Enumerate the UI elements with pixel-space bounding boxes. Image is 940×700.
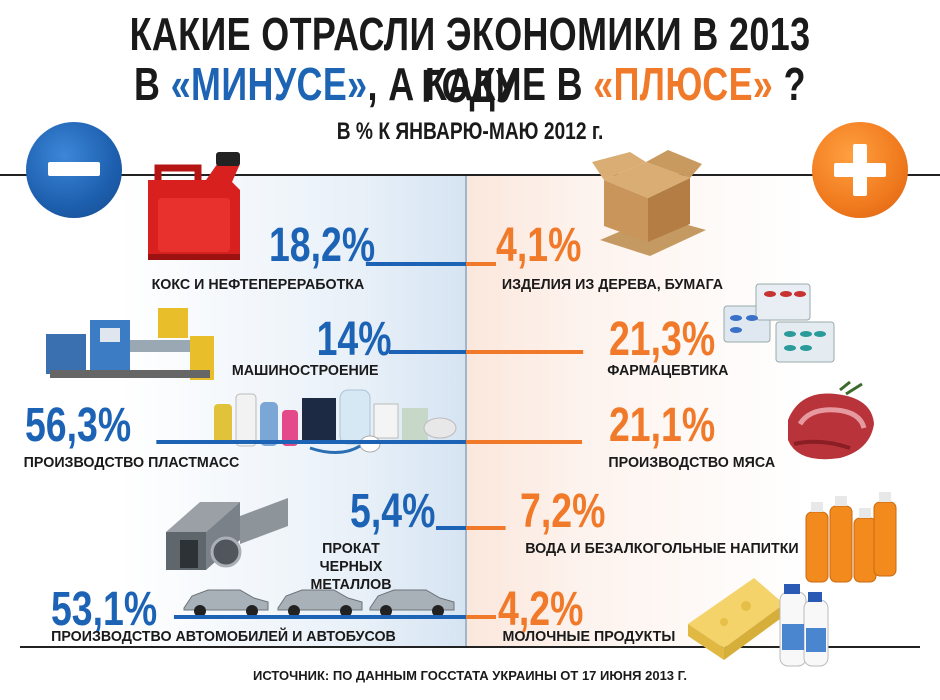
value-label: 21,3% [608, 313, 716, 366]
title-prefix: В [134, 58, 171, 110]
category-label: ПРОИЗВОДСТВО ПЛАСТМАСС [23, 454, 240, 471]
category-label: ИЗДЕЛИЯ ИЗ ДЕРЕВА, БУМАГА [501, 276, 724, 293]
title-end: ? [773, 58, 806, 110]
value-label: 21,1% [608, 399, 716, 452]
plastic-goods-icon [214, 389, 457, 454]
category-label: ФАРМАЦЕВТИКА [607, 362, 729, 379]
category-label: МАШИНОСТРОЕНИЕ [231, 362, 379, 379]
value-label: 7,2% [520, 485, 606, 538]
plus-sign-icon [812, 122, 908, 218]
pills-icon [723, 283, 835, 363]
category-label: ПРОКАТ ЧЕРНЫХ МЕТАЛЛОВ [310, 540, 392, 593]
plus-bar [466, 262, 496, 266]
minus-sign-icon [26, 122, 122, 218]
top-rule-right [906, 174, 940, 176]
category-label: ПРОИЗВОДСТВО АВТОМОБИЛЕЙ И АВТОБУСОВ [51, 628, 396, 645]
minus-bar [173, 615, 466, 619]
category-label: МОЛОЧНЫЕ ПРОДУКТЫ [502, 628, 676, 645]
top-rule-center [118, 174, 816, 176]
title-minus-word: «МИНУСЕ» [170, 58, 368, 110]
value-label: 4,1% [496, 219, 582, 272]
plus-bar [466, 440, 583, 444]
subtitle: В % К ЯНВАРЮ-МАЮ 2012 г. [336, 118, 604, 145]
plus-bar [466, 526, 506, 530]
cardboard-box-icon [592, 150, 706, 256]
value-label: 18,2% [268, 219, 376, 272]
title-middle: , А КАКИЕ В [367, 58, 594, 110]
bottles-icon [805, 492, 897, 583]
source-note: ИСТОЧНИК: ПО ДАННЫМ ГОССТАТА УКРАИНЫ ОТ … [252, 668, 687, 683]
plus-bar [466, 350, 584, 354]
value-label: 53,1% [50, 583, 158, 636]
plus-bar [466, 615, 496, 619]
value-label: 4,2% [498, 583, 584, 636]
top-rule-left [0, 174, 30, 176]
title-plus-word: «ПЛЮСЕ» [593, 58, 774, 110]
fuel-canister-icon [148, 152, 240, 260]
center-divider [465, 176, 467, 646]
machine-icon [46, 308, 214, 380]
bottom-rule [20, 646, 920, 648]
plus-panel [466, 176, 806, 646]
meat-icon [788, 380, 874, 460]
minus-bar [156, 440, 466, 444]
value-label: 56,3% [24, 399, 132, 452]
minus-bar [365, 262, 466, 266]
category-label: КОКС И НЕФТЕПЕРЕРАБОТКА [151, 276, 365, 293]
value-label: 5,4% [350, 485, 436, 538]
category-label: ВОДА И БЕЗАЛКОГОЛЬНЫЕ НАПИТКИ [525, 540, 799, 557]
dairy-icon [688, 578, 829, 667]
page-title-line-2: В «МИНУСЕ», А КАКИЕ В «ПЛЮСЕ» ? [103, 58, 836, 110]
cars-icon [183, 589, 455, 617]
value-label: 14% [316, 313, 392, 366]
minus-bar [389, 350, 466, 354]
minus-bar [436, 526, 466, 530]
steel-profiles-icon [166, 498, 288, 570]
page-title-line-1: КАКИЕ ОТРАСЛИ ЭКОНОМИКИ В 2013 ГОДУ [129, 8, 811, 112]
category-label: ПРОИЗВОДСТВО МЯСА [608, 454, 776, 471]
